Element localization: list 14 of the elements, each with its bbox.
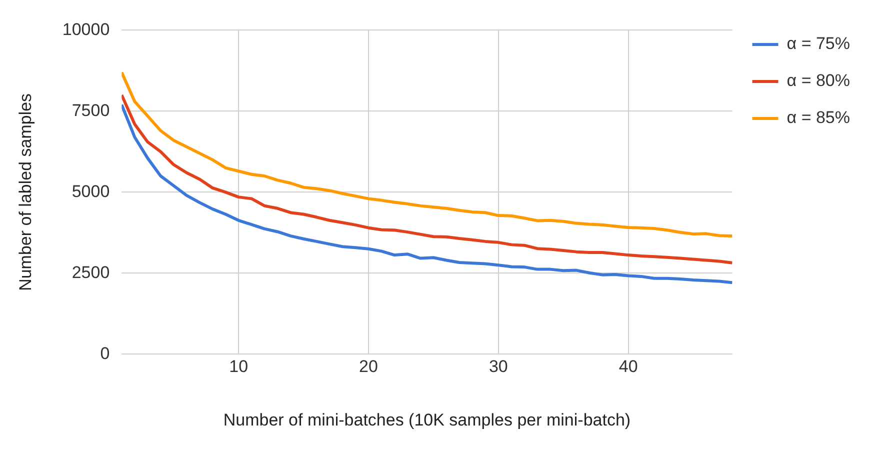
x-tick-label: 30 [488, 357, 508, 376]
legend-label: α = 85% [786, 108, 850, 128]
legend-label: α = 75% [786, 34, 850, 54]
y-axis-title: Number of labled samples [16, 93, 35, 291]
x-tick-label: 40 [618, 357, 638, 376]
y-tick-label: 0 [100, 344, 110, 363]
y-tick-label: 7500 [72, 100, 110, 120]
y-tick-label: 2500 [72, 262, 110, 282]
x-axis-title: Number of mini-batches (10K samples per mini-batch) [223, 410, 631, 430]
x-tick-label: 20 [359, 357, 378, 376]
x-tick-label: 10 [229, 357, 248, 376]
legend-label: α = 80% [786, 71, 850, 90]
y-tick-label: 5000 [72, 182, 110, 201]
y-tick-label: 10000 [62, 20, 110, 39]
